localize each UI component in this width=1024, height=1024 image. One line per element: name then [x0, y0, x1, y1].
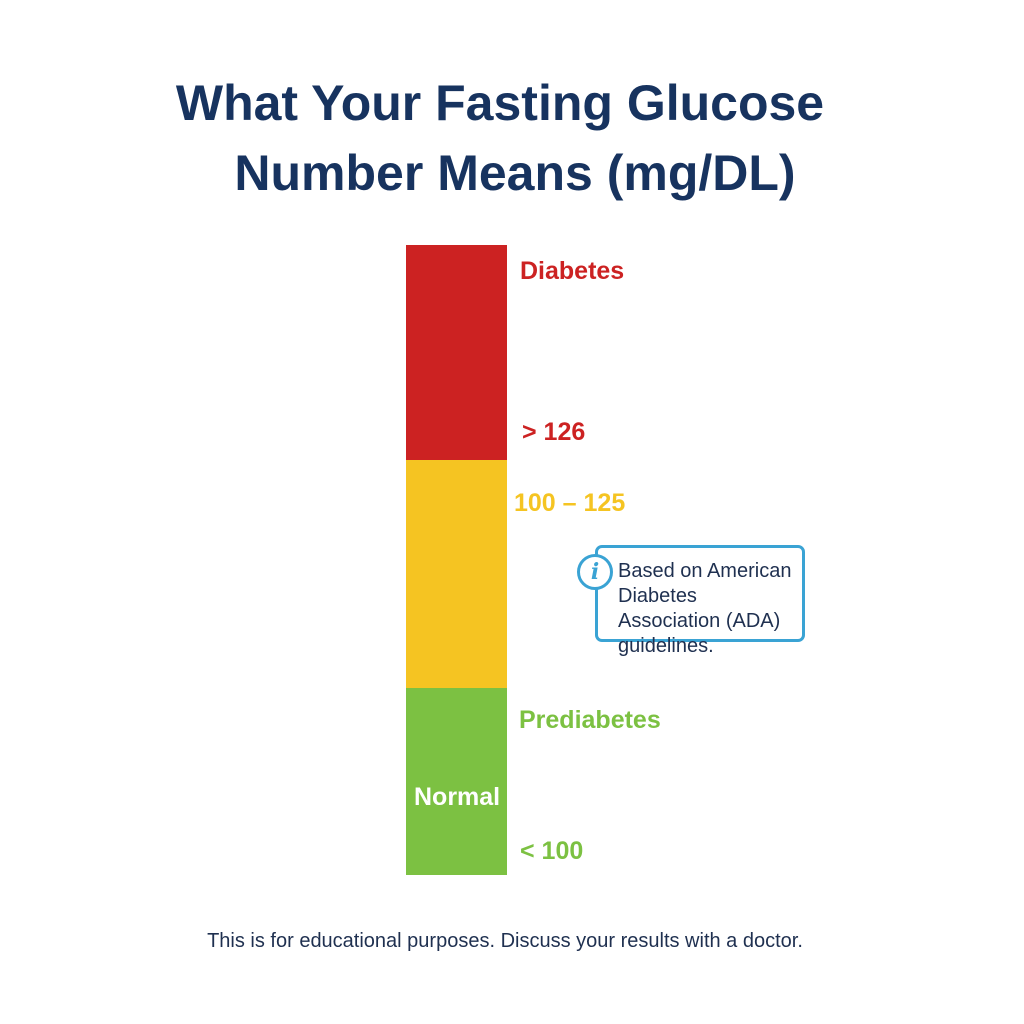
diabetes-label: Diabetes [520, 257, 625, 285]
diabetes-segment [406, 245, 507, 460]
normal-segment [406, 688, 507, 875]
page-title: What Your Fasting Glucose Number Means (… [0, 68, 1000, 208]
title-line-2: Number Means (mg/DL) [234, 145, 796, 201]
prediabetes-label: Prediabetes [519, 706, 661, 734]
normal-label: Normal [414, 783, 501, 811]
normal-range-label: < 100 [520, 837, 584, 865]
title-line-1: What Your Fasting Glucose [175, 75, 825, 131]
prediabetes-range-label: 100 – 125 [514, 489, 626, 517]
info-icon: i [577, 554, 613, 590]
footer-disclaimer: This is for educational purposes. Discus… [207, 930, 803, 952]
diabetes-range-label: > 126 [522, 418, 586, 446]
info-text: Based on American Diabetes Association (… [618, 560, 792, 657]
prediabetes-segment [406, 460, 507, 688]
info-box: i Based on American Diabetes Association… [577, 545, 805, 657]
